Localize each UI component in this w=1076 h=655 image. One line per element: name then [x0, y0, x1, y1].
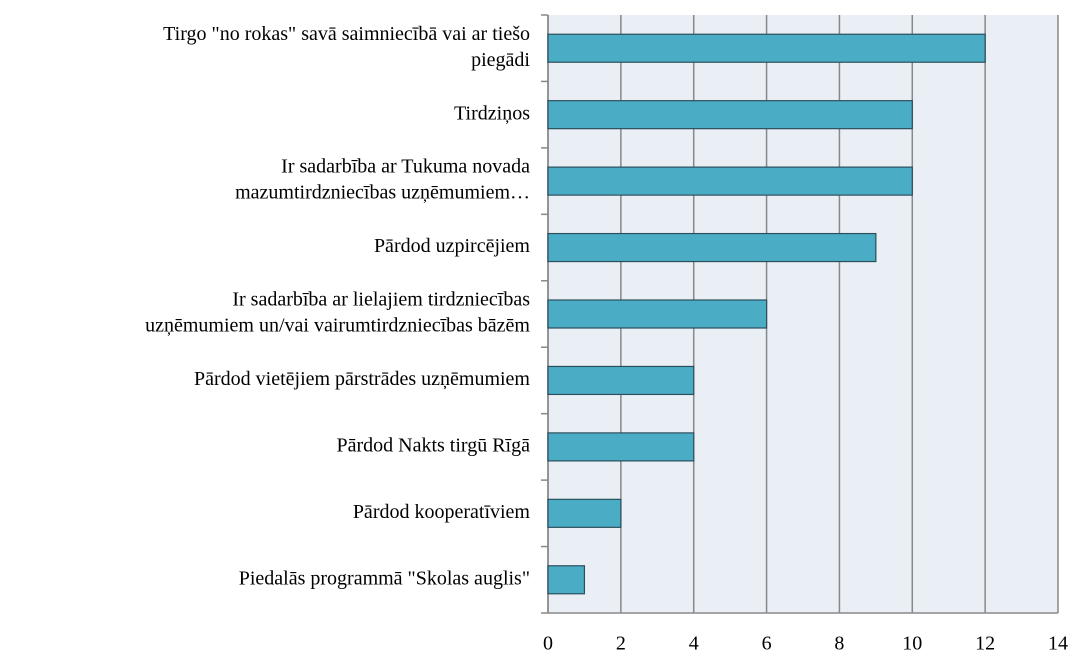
- y-tick-label: Ir sadarbība ar lielajiem tirdzniecības: [232, 289, 530, 311]
- bar: [547, 166, 913, 196]
- x-tick-label: 14: [1048, 633, 1068, 655]
- bar: [547, 232, 877, 263]
- bar: [547, 100, 913, 130]
- x-tick-label: 10: [902, 633, 922, 655]
- bar: [547, 299, 768, 329]
- x-tick-label: 4: [689, 633, 699, 655]
- x-tick-label: 2: [616, 633, 626, 655]
- x-tick-label: 12: [975, 633, 995, 655]
- bar: [547, 498, 622, 528]
- y-tick-label: Pārdod vietējiem pārstrādes uzņēmumiem: [194, 368, 530, 390]
- y-tick-label: piegādi: [471, 49, 530, 71]
- y-tick-label: Pārdod Nakts tirgū Rīgā: [336, 434, 530, 456]
- bar: [547, 365, 695, 396]
- x-tick-label: 0: [543, 633, 553, 655]
- y-tick-label: Ir sadarbība ar Tukuma novada: [281, 156, 530, 178]
- y-tick-label: uzņēmumiem un/vai vairumtirdzniecības bā…: [145, 315, 530, 337]
- bar: [547, 565, 586, 595]
- y-tick-label: mazumtirdzniecības uzņēmumiem…: [235, 182, 530, 204]
- y-tick-label: Pārdod uzpircējiem: [374, 235, 530, 257]
- x-tick-label: 6: [762, 633, 772, 655]
- y-tick-label: Tirdziņos: [454, 102, 530, 124]
- bar: [547, 33, 986, 63]
- bar: [547, 432, 695, 462]
- y-tick-label: Tirgo "no rokas" savā saimniecībā vai ar…: [163, 23, 530, 45]
- x-tick-label: 8: [834, 633, 844, 655]
- y-tick-label: Piedalās programmā "Skolas auglis": [239, 567, 530, 589]
- y-tick-label: Pārdod kooperatīviem: [353, 501, 531, 523]
